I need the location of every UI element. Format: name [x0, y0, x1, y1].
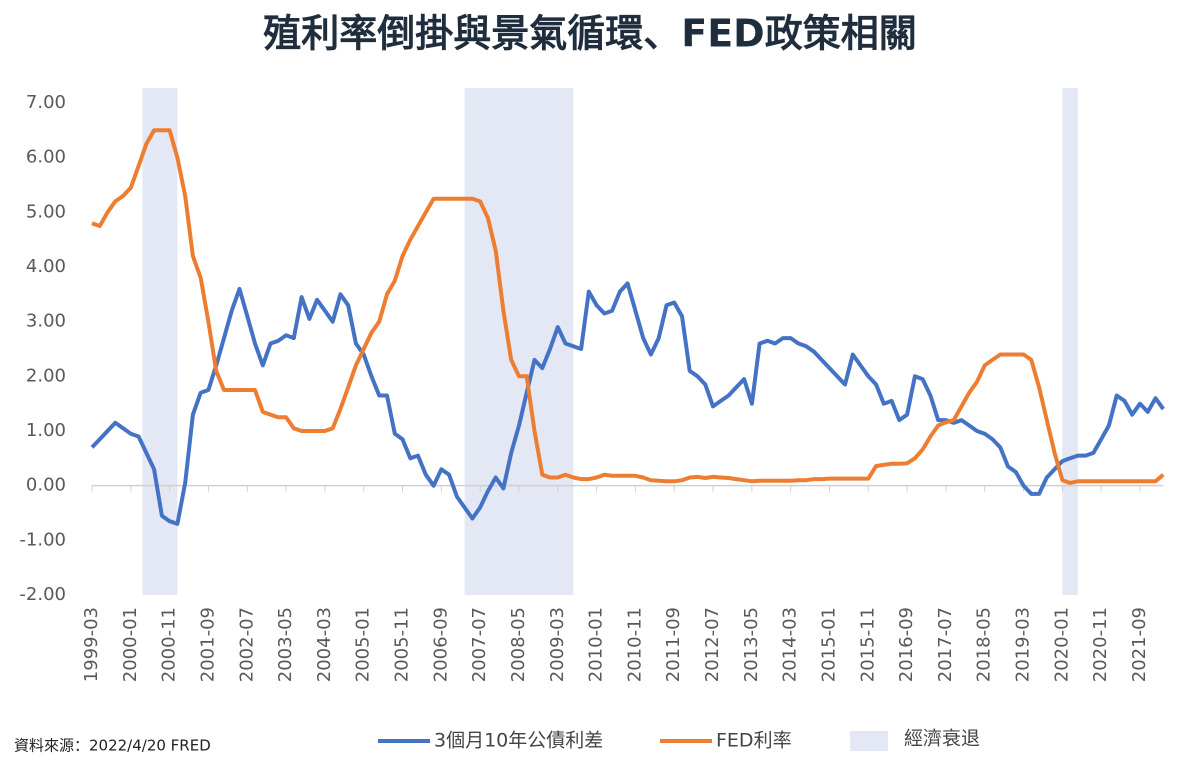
x-tick-label: 2000-11	[159, 607, 180, 682]
y-tick-label: 0.00	[26, 475, 66, 496]
y-tick-label: 5.00	[26, 201, 66, 222]
y-tick-label: 6.00	[26, 147, 66, 168]
x-tick-label: 2012-07	[702, 607, 723, 682]
legend-label: 3個月10年公債利差	[434, 730, 603, 752]
x-tick-label: 1999-03	[81, 607, 102, 682]
x-tick-label: 2008-05	[508, 607, 529, 682]
legend-label: FED利率	[716, 730, 792, 752]
x-tick-label: 2019-03	[1013, 607, 1034, 682]
x-tick-label: 2009-03	[547, 607, 568, 682]
y-tick-label: 7.00	[26, 92, 66, 113]
y-tick-label: 2.00	[26, 365, 66, 386]
y-tick-label: -2.00	[19, 584, 66, 605]
legend-swatch	[850, 731, 888, 751]
x-tick-label: 2015-01	[818, 607, 839, 682]
x-tick-label: 2007-07	[469, 607, 490, 682]
x-tick-label: 2005-11	[392, 607, 413, 682]
x-tick-label: 2005-01	[353, 607, 374, 682]
x-tick-label: 2020-01	[1051, 607, 1072, 682]
y-tick-label: 3.00	[26, 311, 66, 332]
x-tick-label: 2020-11	[1090, 607, 1111, 682]
y-tick-label: 1.00	[26, 420, 66, 441]
recession-band	[464, 88, 574, 595]
x-tick-label: 2004-03	[314, 607, 335, 682]
recession-band	[1062, 88, 1078, 595]
series-line	[90, 281, 1165, 526]
source-note: 資料來源：2022/4/20 FRED	[14, 737, 211, 755]
x-tick-label: 2021-09	[1129, 607, 1150, 682]
x-tick-label: 2013-05	[741, 607, 762, 682]
x-tick-label: 2003-05	[275, 607, 296, 682]
x-tick-label: 2010-11	[624, 607, 645, 682]
recession-band	[142, 88, 178, 595]
chart-title: 殖利率倒掛與景氣循環、FED政策相關	[263, 12, 916, 56]
x-tick-label: 2010-01	[586, 607, 607, 682]
x-tick-label: 2018-05	[974, 607, 995, 682]
series-line	[91, 128, 1165, 485]
x-tick-label: 2016-09	[896, 607, 917, 682]
x-tick-label: 2015-11	[857, 607, 878, 682]
y-tick-label: 4.00	[26, 256, 66, 277]
x-tick-label: 2000-01	[120, 607, 141, 682]
x-tick-label: 2002-07	[236, 607, 257, 682]
x-tick-label: 2014-03	[780, 607, 801, 682]
y-tick-label: -1.00	[19, 529, 66, 550]
x-tick-label: 2006-09	[430, 607, 451, 682]
x-tick-label: 2011-09	[663, 607, 684, 682]
legend-label: 經濟衰退	[904, 728, 980, 750]
x-tick-label: 2001-09	[197, 607, 218, 682]
x-tick-label: 2017-07	[935, 607, 956, 682]
